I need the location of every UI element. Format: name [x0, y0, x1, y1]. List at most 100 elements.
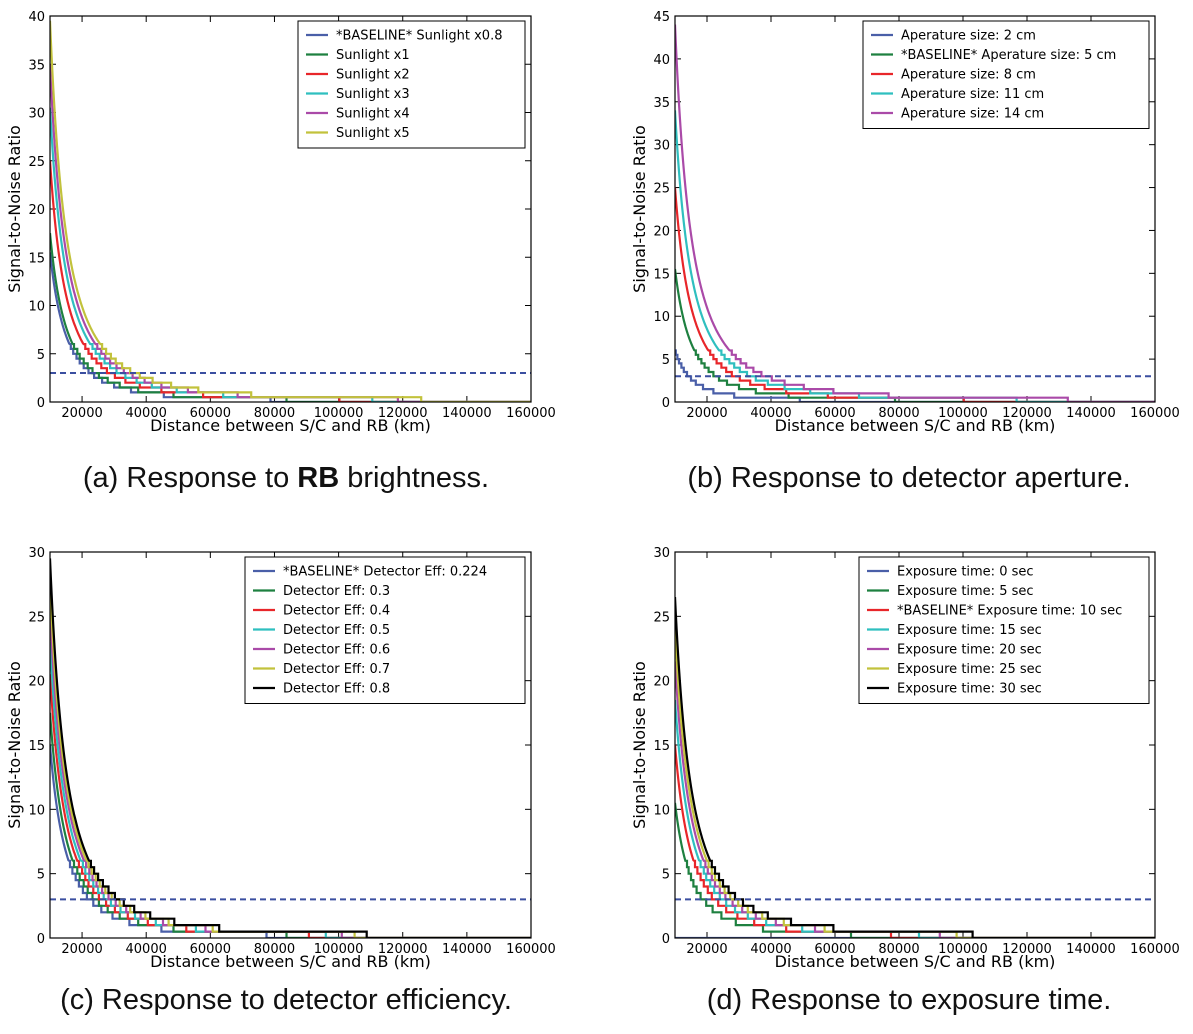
legend-label-4: Detector Eff: 0.6 — [283, 643, 390, 658]
x-axis-label: Distance between S/C and RB (km) — [775, 952, 1056, 971]
y-tick-label: 0 — [662, 932, 670, 947]
series-line-6 — [50, 558, 531, 938]
y-axis-label: Signal-to-Noise Ratio — [630, 125, 649, 293]
caption-b-text: (b) Response to detector aperture. — [687, 462, 1131, 494]
series-line-4 — [675, 24, 1155, 402]
y-tick-label: 15 — [28, 739, 45, 754]
y-axis-label: Signal-to-Noise Ratio — [5, 125, 24, 293]
y-tick-label: 15 — [653, 739, 670, 754]
x-tick-label: 140000 — [442, 406, 492, 421]
x-tick-label: 80000 — [878, 406, 919, 421]
x-tick-label: 120000 — [1002, 406, 1052, 421]
series-line-0 — [50, 744, 531, 938]
x-tick-label: 60000 — [190, 406, 231, 421]
x-tick-label: 120000 — [378, 406, 428, 421]
y-tick-label: 5 — [37, 348, 45, 363]
caption-d-text: (d) Response to exposure time. — [706, 984, 1112, 1016]
y-tick-label: 30 — [28, 107, 45, 122]
series-line-0 — [50, 252, 531, 402]
caption-d: (d) Response to exposure time. — [629, 984, 1189, 1017]
legend-label-4: Sunlight x4 — [336, 107, 410, 122]
plot-frame — [674, 551, 1156, 939]
chart-panel-0: 20000 40000 60000 80000 100000 120000 140000 16… — [5, 10, 556, 435]
x-tick-label: 140000 — [442, 942, 492, 957]
x-tick-label: 160000 — [506, 942, 556, 957]
caption-a-suffix: brightness. — [339, 462, 490, 494]
y-tick-label: 5 — [37, 868, 45, 883]
y-tick-label: 15 — [28, 251, 45, 266]
legend-label-1: Sunlight x1 — [336, 48, 410, 63]
y-tick-label: 25 — [28, 610, 45, 625]
plot-frame — [49, 15, 532, 403]
y-tick-label: 35 — [653, 96, 670, 111]
series-line-1 — [50, 232, 531, 402]
y-tick-label: 30 — [28, 546, 45, 561]
legend-box — [862, 20, 1150, 129]
legend-label-0: Aperature size: 2 cm — [901, 29, 1036, 44]
series-line-0 — [675, 349, 1155, 402]
caption-c: (c) Response to detector efficiency. — [6, 984, 566, 1017]
plot-frame — [49, 551, 532, 939]
x-axis-label: Distance between S/C and RB (km) — [150, 416, 431, 435]
y-tick-label: 25 — [653, 182, 670, 197]
x-tick-label: 40000 — [750, 942, 791, 957]
y-tick-label: 5 — [662, 353, 670, 368]
legend-label-2: Detector Eff: 0.4 — [283, 604, 390, 619]
caption-a-bold: RB — [297, 462, 340, 494]
legend-label-1: Detector Eff: 0.3 — [283, 584, 390, 599]
x-tick-label: 120000 — [1002, 942, 1052, 957]
y-tick-label: 20 — [653, 675, 670, 690]
series-line-2 — [675, 187, 1155, 402]
legend-label-0: *BASELINE* Detector Eff: 0.224 — [283, 565, 487, 580]
x-tick-label: 100000 — [938, 942, 988, 957]
x-tick-label: 60000 — [814, 942, 855, 957]
x-tick-label: 100000 — [314, 406, 364, 421]
y-tick-label: 30 — [653, 139, 670, 154]
legend-label-3: Exposure time: 15 sec — [897, 623, 1042, 638]
x-tick-label: 20000 — [686, 406, 727, 421]
legend-label-2: Sunlight x2 — [336, 68, 410, 83]
x-tick-label: 40000 — [126, 942, 167, 957]
y-tick-label: 20 — [28, 203, 45, 218]
plot-area — [675, 596, 1155, 938]
legend-label-5: Detector Eff: 0.7 — [283, 662, 390, 677]
y-tick-label: 0 — [37, 932, 45, 947]
series-line-1 — [50, 712, 531, 938]
y-tick-label: 20 — [653, 224, 670, 239]
legend-label-3: Sunlight x3 — [336, 87, 410, 102]
plot-area — [50, 20, 531, 402]
x-tick-label: 40000 — [750, 406, 791, 421]
legend-label-4: Aperature size: 14 cm — [901, 107, 1044, 122]
x-tick-label: 160000 — [1130, 406, 1180, 421]
legend-label-1: Exposure time: 5 sec — [897, 584, 1034, 599]
legend-label-6: Detector Eff: 0.8 — [283, 682, 390, 697]
y-tick-label: 45 — [653, 10, 670, 25]
x-tick-label: 100000 — [314, 942, 364, 957]
x-tick-label: 60000 — [814, 406, 855, 421]
caption-c-text: (c) Response to detector efficiency. — [60, 984, 512, 1016]
caption-a-prefix: (a) Response to — [82, 462, 298, 494]
legend-label-5: Sunlight x5 — [336, 126, 410, 141]
y-tick-label: 25 — [653, 610, 670, 625]
y-axis-label: Signal-to-Noise Ratio — [630, 661, 649, 829]
x-tick-label: 160000 — [506, 406, 556, 421]
legend-box — [858, 556, 1150, 704]
series-line-3 — [675, 110, 1155, 402]
y-axis-label: Signal-to-Noise Ratio — [5, 661, 24, 829]
series-line-3 — [675, 699, 1155, 938]
x-tick-label: 120000 — [378, 942, 428, 957]
x-tick-label: 140000 — [1066, 406, 1116, 421]
y-tick-label: 10 — [28, 803, 45, 818]
y-tick-label: 30 — [653, 546, 670, 561]
legend-box — [244, 556, 526, 704]
x-tick-label: 160000 — [1130, 942, 1180, 957]
y-tick-label: 40 — [653, 53, 670, 68]
legend-label-5: Exposure time: 25 sec — [897, 662, 1042, 677]
x-tick-label: 60000 — [190, 942, 231, 957]
legend-label-3: Aperature size: 11 cm — [901, 87, 1044, 102]
legend-label-6: Exposure time: 30 sec — [897, 682, 1042, 697]
y-tick-label: 25 — [28, 155, 45, 170]
chart-panel-3: 20000 40000 60000 80000 100000 120000 140000 16… — [630, 546, 1180, 971]
chart-panel-1: 20000 40000 60000 80000 100000 120000 140000 16… — [630, 10, 1180, 435]
